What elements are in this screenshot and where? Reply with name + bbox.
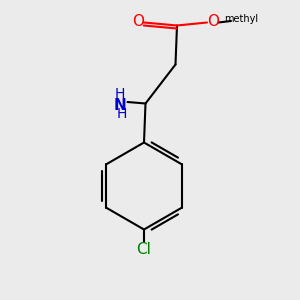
- Text: O: O: [133, 14, 145, 28]
- Text: H: H: [115, 87, 125, 100]
- Text: N: N: [114, 98, 126, 112]
- Text: O: O: [207, 14, 219, 28]
- Text: H: H: [117, 107, 127, 121]
- Text: Cl: Cl: [136, 242, 152, 256]
- Text: methyl: methyl: [224, 14, 259, 25]
